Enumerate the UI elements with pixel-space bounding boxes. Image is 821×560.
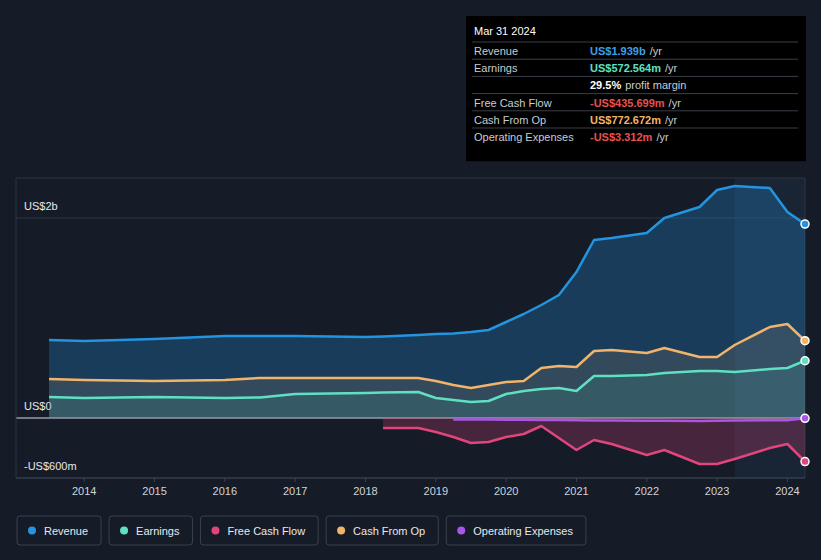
x-tick: [84, 478, 85, 482]
tooltip-label: Cash From Op: [474, 114, 546, 126]
tooltip-unit: /yr: [665, 62, 678, 74]
series-line: [49, 361, 805, 402]
chart: US$2b US$0 -US$600m 2014 2015 2016 2017 2018 201…: [0, 0, 821, 560]
x-tick: [506, 478, 507, 482]
tooltip-label: Earnings: [474, 62, 518, 74]
plot: [49, 186, 805, 464]
x-tick-label: 2017: [283, 485, 307, 497]
x-tick-label: 2021: [564, 485, 588, 497]
tooltip-unit: /yr: [656, 131, 669, 143]
x-tick-label: 2014: [72, 485, 96, 497]
tooltip-separator: [472, 42, 798, 43]
x-tick-label: 2015: [142, 485, 166, 497]
legend-box: [200, 516, 318, 545]
tooltip-label: Revenue: [474, 45, 518, 57]
legend-label: Operating Expenses: [473, 525, 573, 537]
tooltip-separator: [472, 76, 798, 77]
legend-swatch: [28, 527, 36, 535]
legend-item: Cash From Op: [326, 516, 438, 545]
end-point: [801, 337, 809, 345]
end-point: [801, 357, 809, 365]
y-axis-line: [16, 178, 17, 478]
x-tick: [717, 478, 718, 482]
legend-swatch: [337, 527, 345, 535]
x-tick: [295, 478, 296, 482]
legend-box: [109, 516, 192, 545]
legend-swatch: [120, 527, 128, 535]
series-area: [49, 324, 805, 418]
legend: Revenue Earnings Free Cash Flow Cash From O…: [17, 516, 586, 545]
legend-box: [17, 516, 101, 545]
y-tick-label: -US$600m: [24, 460, 77, 472]
x-tick: [224, 478, 225, 482]
y-tick-label: US$0: [24, 400, 52, 412]
y-tick-label: US$2b: [24, 200, 58, 212]
tooltip-title: Mar 31 2024: [474, 25, 536, 37]
legend-box: [326, 516, 438, 545]
end-point: [801, 414, 809, 422]
tooltip-value: US$1.939b: [590, 45, 646, 57]
tooltip-unit: /yr: [665, 114, 678, 126]
legend-item: Earnings: [109, 516, 192, 545]
tooltip-value: -US$435.699m: [590, 97, 665, 109]
series-line: [453, 418, 805, 421]
tooltip-unit: /yr: [669, 97, 682, 109]
legend-item: Revenue: [17, 516, 101, 545]
series-area: [49, 361, 805, 418]
tooltip-separator: [472, 128, 798, 129]
tooltip-label: Operating Expenses: [474, 131, 574, 143]
x-tick: [365, 478, 366, 482]
legend-label: Cash From Op: [353, 525, 425, 537]
x-tick: [576, 478, 577, 482]
end-point: [801, 220, 809, 228]
x-tick-label: 2022: [635, 485, 659, 497]
series-area: [383, 418, 805, 464]
tooltip-unit: /yr: [650, 45, 663, 57]
x-tick: [435, 478, 436, 482]
end-point: [801, 458, 809, 466]
legend-label: Earnings: [136, 525, 180, 537]
legend-label: Revenue: [44, 525, 88, 537]
tooltip-separator: [472, 110, 798, 111]
tooltip-value: -US$3.312m: [590, 131, 653, 143]
tooltip-label: Free Cash Flow: [474, 97, 552, 109]
tooltip-value: 29.5%: [590, 79, 621, 91]
tooltip: Mar 31 2024 Revenue US$1.939b/yr Earnings US…: [466, 16, 806, 161]
frame-top: [16, 178, 805, 179]
x-tick: [154, 478, 155, 482]
legend-item: Operating Expenses: [446, 516, 586, 545]
x-tick-label: 2023: [705, 485, 729, 497]
x-axis-line: [16, 478, 805, 479]
series-line: [49, 186, 805, 341]
legend-swatch: [457, 527, 465, 535]
x-tick-label: 2020: [494, 485, 518, 497]
grid-line: [16, 478, 805, 479]
tooltip-box: [466, 16, 806, 161]
series-area: [49, 186, 805, 418]
x-tick-label: 2018: [353, 485, 377, 497]
legend-swatch: [211, 527, 219, 535]
legend-box: [446, 516, 586, 545]
series-line: [383, 426, 805, 464]
legend-item: Free Cash Flow: [200, 516, 318, 545]
tooltip-value: US$772.672m: [590, 114, 661, 126]
x-tick-label: 2024: [775, 485, 799, 497]
x-tick-label: 2016: [213, 485, 237, 497]
x-tick-label: 2019: [424, 485, 448, 497]
tooltip-value: US$572.564m: [590, 62, 661, 74]
x-tick: [646, 478, 647, 482]
tooltip-separator: [472, 93, 798, 94]
tooltip-separator: [472, 59, 798, 60]
background: [0, 0, 821, 560]
tooltip-unit: profit margin: [625, 79, 686, 91]
x-tick: [787, 478, 788, 482]
legend-label: Free Cash Flow: [227, 525, 305, 537]
